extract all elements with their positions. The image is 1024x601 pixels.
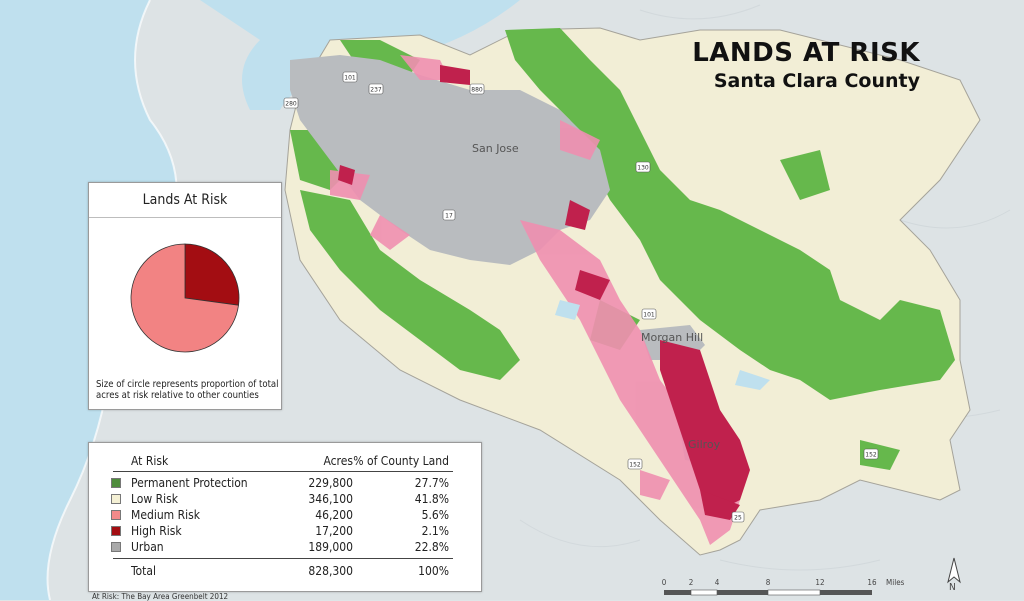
scale-bar: 0 2 4 8 12 16 Miles <box>660 578 904 600</box>
scale-tick-label: 4 <box>714 578 720 587</box>
swatch-urban <box>111 542 121 552</box>
row-label: High Risk <box>131 524 182 538</box>
row-acres: 346,100 <box>308 492 353 506</box>
scale-tick-label: 16 <box>867 578 877 587</box>
header-category: At Risk <box>131 454 169 468</box>
city-label-gilroy: Gilroy <box>688 438 721 451</box>
hwy-152-west-label: 152 <box>629 462 641 469</box>
hwy-101-south-shield: 101 <box>641 308 657 320</box>
hwy-17-shield: 17 <box>442 209 456 221</box>
swatch-high-risk <box>111 526 121 536</box>
north-arrow-icon <box>947 557 961 584</box>
city-label-morgan-hill: Morgan Hill <box>641 331 703 344</box>
medium-risk-areas <box>330 55 740 545</box>
hwy-280-label: 280 <box>285 101 297 108</box>
scale-tick-label: 8 <box>765 578 771 587</box>
swatch-medium-risk <box>111 510 121 520</box>
total-percent: 100% <box>418 564 449 578</box>
row-label: Medium Risk <box>131 508 200 522</box>
row-acres: 46,200 <box>315 508 353 522</box>
row-acres: 17,200 <box>315 524 353 538</box>
map-title-block: LANDS AT RISK Santa Clara County <box>692 38 920 92</box>
high-risk-areas <box>338 65 750 520</box>
pie-panel-note: Size of circle represents proportion of … <box>96 379 279 401</box>
swatch-low-risk <box>111 494 121 504</box>
north-label: N <box>949 582 956 593</box>
scale-tick-label: 12 <box>815 578 825 587</box>
row-label: Urban <box>131 540 164 554</box>
pie-chart <box>130 243 240 353</box>
scale-tick-label: 0 <box>661 578 667 587</box>
scale-unit: Miles <box>886 578 905 587</box>
city-labels: San Jose Morgan Hill Gilroy <box>472 142 721 451</box>
urban-area-san-jose <box>290 55 610 265</box>
table-row: Low Risk 346,100 41.8% <box>89 491 481 507</box>
row-percent: 5.6% <box>421 508 449 522</box>
table-row: Permanent Protection 229,800 27.7% <box>89 475 481 491</box>
highway-shields: 101 237 880 280 17 101 130 152 152 25 <box>283 71 879 523</box>
row-percent: 41.8% <box>414 492 449 506</box>
pie-panel-title: Lands At Risk <box>89 183 281 218</box>
acreage-table-panel: At Risk Acres % of County Land Permanent… <box>88 442 482 592</box>
row-acres: 229,800 <box>308 476 353 490</box>
hwy-130-shield: 130 <box>635 161 651 173</box>
north-arrow: N <box>944 556 964 596</box>
pie-legend-panel: Lands At Risk Size of circle represents … <box>88 182 282 410</box>
row-percent: 22.8% <box>414 540 449 554</box>
table-row: Medium Risk 46,200 5.6% <box>89 507 481 523</box>
hwy-25-shield: 25 <box>731 511 745 523</box>
map-credit: At Risk: The Bay Area Greenbelt 2012 <box>92 592 229 601</box>
table-header-row: At Risk Acres % of County Land <box>89 453 481 469</box>
total-label: Total <box>131 564 157 578</box>
row-percent: 27.7% <box>414 476 449 490</box>
hwy-101-north-shield: 101 <box>342 71 358 83</box>
hwy-152-east-shield: 152 <box>863 448 879 460</box>
hwy-101-south-label: 101 <box>643 312 655 319</box>
row-percent: 2.1% <box>421 524 449 538</box>
header-percent: % of County Land <box>353 454 449 468</box>
hwy-152-east-label: 152 <box>865 452 877 459</box>
swatch-permanent-protection <box>111 478 121 488</box>
hwy-880-label: 880 <box>471 87 483 94</box>
total-acres: 828,300 <box>308 564 353 578</box>
row-label: Low Risk <box>131 492 179 506</box>
pie-slice-medium-risk <box>130 243 239 353</box>
hwy-880-shield: 880 <box>469 83 485 95</box>
table-row: High Risk 17,200 2.1% <box>89 523 481 539</box>
hwy-17-label: 17 <box>445 213 453 220</box>
row-label: Permanent Protection <box>131 476 248 490</box>
header-rule <box>113 471 453 472</box>
table-row: Urban 189,000 22.8% <box>89 539 481 555</box>
hwy-237-shield: 237 <box>368 83 384 95</box>
header-acres: Acres <box>323 454 353 468</box>
reservoirs <box>555 300 770 390</box>
hwy-101-north-label: 101 <box>344 75 356 82</box>
total-rule <box>113 558 453 559</box>
map-subtitle: Santa Clara County <box>713 70 920 92</box>
city-label-san-jose: San Jose <box>472 142 519 155</box>
scale-tick-label: 2 <box>688 578 694 587</box>
hwy-237-label: 237 <box>370 87 382 94</box>
hwy-25-label: 25 <box>734 515 742 522</box>
map-title: LANDS AT RISK <box>692 38 920 68</box>
row-acres: 189,000 <box>308 540 353 554</box>
scale-bar-graphic <box>664 589 872 596</box>
table-total-row: Total 828,300 100% <box>89 563 481 579</box>
hwy-152-west-shield: 152 <box>627 458 643 470</box>
hwy-130-label: 130 <box>637 165 649 172</box>
pie-slice-high-risk <box>184 243 240 306</box>
hwy-280-shield: 280 <box>283 97 299 109</box>
